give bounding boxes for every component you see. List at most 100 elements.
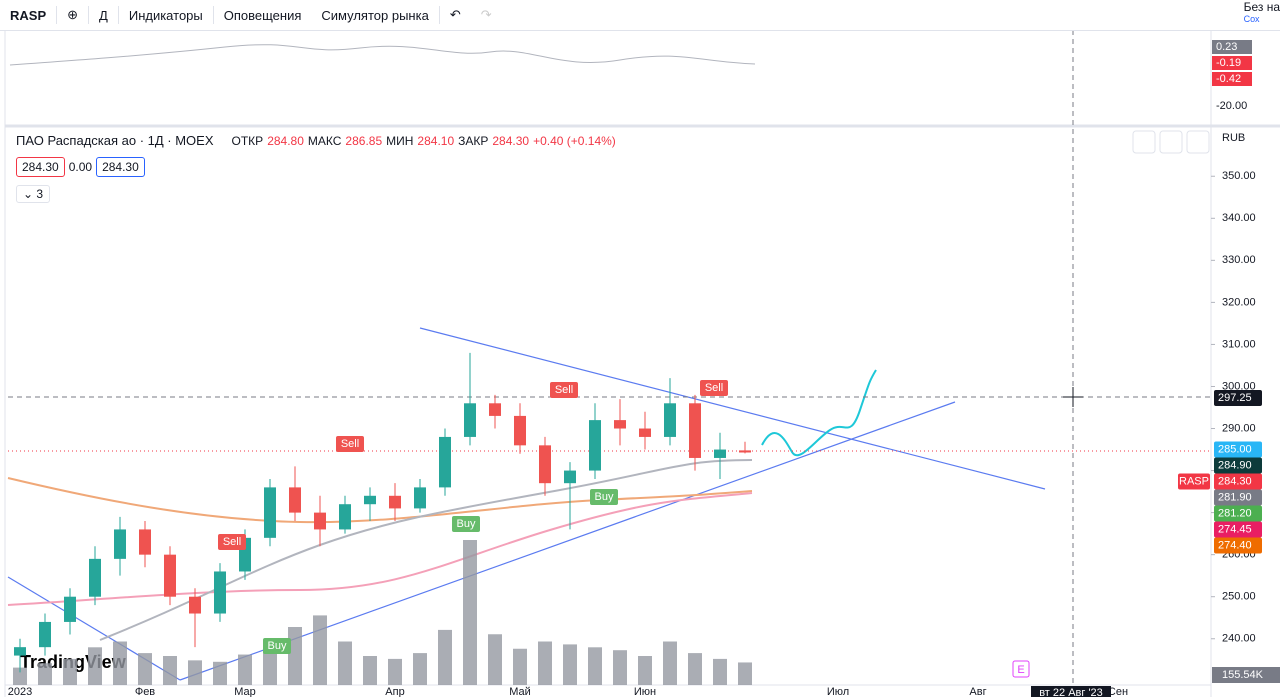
volume-bar [388,658,402,685]
candle-body [139,529,151,555]
indicators-button[interactable]: Индикаторы [119,0,213,30]
volume-bar [313,615,327,685]
event-marker-box[interactable] [1012,660,1030,678]
price-label: 284.30 [1218,475,1252,487]
currency[interactable]: RUB [1222,132,1245,144]
collapse-button[interactable] [1159,130,1183,154]
volume-bar [188,660,202,685]
interval[interactable]: Д [99,7,108,23]
x-tick-label: Май [509,686,531,697]
indicator-label-box [1212,72,1252,86]
x-tick-label: Мар [234,686,256,697]
volume-bar [688,653,702,685]
indicator-label: -20.00 [1216,100,1247,112]
volume-bar [663,641,677,685]
trend-line [179,401,956,681]
undo-button[interactable]: ↶ [449,7,461,22]
indicator-label-box [1212,40,1252,54]
symbol[interactable]: RASP [10,7,47,23]
x-tick-label: Июн [634,686,656,697]
event-marker[interactable]: E [1017,664,1024,676]
toolbar: RASP ⊕ Д Индикаторы Оповещения Симулятор… [0,0,1280,31]
volume-bar [138,653,152,685]
change-value: +0.40 (+0.14%) [533,133,616,148]
compare-button[interactable]: ⊕ [67,7,79,22]
high-label: МАКС [307,133,342,148]
scroll-button[interactable] [1132,130,1156,154]
volume-bar [463,540,477,685]
crosshair-date-box [1031,686,1111,697]
indicator-label: -0.19 [1216,57,1241,69]
redo-button[interactable]: ↷ [480,7,492,22]
replay-button[interactable]: Симулятор рынка [311,0,438,30]
indicators-label[interactable]: Индикаторы [128,7,203,23]
price-tag: RASP [1179,475,1209,487]
price-tag-box [1178,473,1210,490]
quote-boxes: 284.30 0.00 284.30 [16,157,145,177]
candle-body [539,445,551,484]
volume-bar [638,656,652,685]
candle-body [39,621,51,648]
indicator-toggle[interactable]: ⌄ 3 [16,185,51,203]
signal-label: Buy [457,518,476,530]
signal-label: Buy [595,491,614,503]
candle-body [264,487,276,538]
indicator-line [9,44,756,66]
price-label: 284.90 [1218,459,1252,471]
ask[interactable]: 284.30 [96,157,145,177]
high-value: 286.85 [345,133,383,148]
indicator-count[interactable]: 3 [36,187,44,201]
maximize-button[interactable] [1186,130,1210,154]
candle-body [189,596,201,614]
candle-body [164,554,176,597]
alerts-button[interactable]: Оповещения [214,0,312,30]
signal-box [218,534,246,550]
y-tick-label: 300.00 [1222,380,1256,392]
price-label: 274.45 [1218,523,1252,535]
close-value: 284.30 [492,133,530,148]
candle-body [89,558,101,597]
candle-body [464,403,476,437]
volume-label-box [1212,667,1280,683]
candle-body [439,436,451,488]
layout[interactable]: Без на Сох [1234,0,1280,30]
crosshair-date: вт 22 Авг '23 [1039,687,1103,697]
symbol-search[interactable]: RASP [0,0,56,30]
candle-body [514,415,526,446]
volume-bar [113,641,127,685]
y-tick-label: 250.00 [1222,591,1256,603]
signal-box [336,436,364,452]
indicator-label-box [1212,56,1252,70]
signal-label: Sell [223,536,241,548]
alerts-label[interactable]: Оповещения [223,7,302,23]
candle-body [289,487,301,513]
volume-bar [613,650,627,685]
candle-body [689,403,701,458]
replay-label[interactable]: Симулятор рынка [321,7,429,23]
candle-body [14,647,26,656]
candle-body [114,529,126,559]
save-status[interactable]: Сох [1243,14,1260,24]
volume-bar [288,627,302,685]
volume-bar [563,644,577,685]
candle-body [739,450,751,453]
candle-body [414,487,426,509]
price-label: 297.25 [1218,392,1252,404]
layout-name[interactable]: Без на [1243,0,1280,14]
open-label: ОТКР [231,133,264,148]
price-label-box [1214,537,1262,554]
candle-body [614,420,626,429]
bid[interactable]: 284.30 [16,157,65,177]
open-value: 284.80 [267,133,304,148]
legend-title[interactable]: ПАО Распадская ао · 1Д · MOEX [16,133,214,148]
volume-bar [63,658,77,685]
low-label: МИН [386,133,414,148]
volume-bar [513,648,527,685]
price-label-box [1214,473,1262,490]
candle-body [389,495,401,509]
legend: ПАО Распадская ао · 1Д · MOEX ОТКР 284.80… [16,133,616,148]
candle-body [364,495,376,505]
